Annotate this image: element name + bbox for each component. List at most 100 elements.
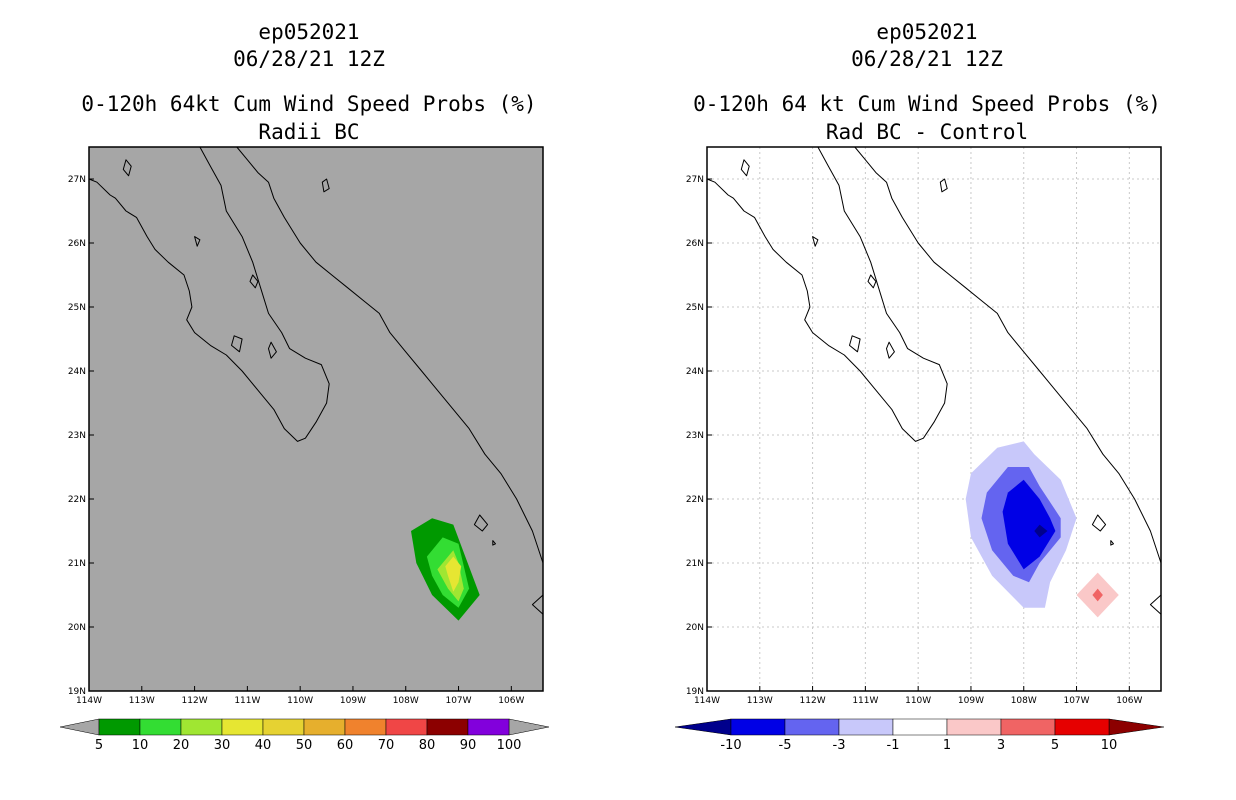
x-tick-label: 114W <box>76 696 102 706</box>
colorbar-label: 3 <box>997 738 1005 753</box>
contour-level--5 <box>1002 479 1056 570</box>
island-outline <box>473 514 489 532</box>
colorbar-swatch <box>180 718 223 736</box>
colorbar-label: -10 <box>720 738 741 753</box>
colorbar-swatch <box>784 718 840 736</box>
x-tick-label: 110W <box>905 696 931 706</box>
x-tick-label: 113W <box>129 696 155 706</box>
colorbar-label: 5 <box>1051 738 1059 753</box>
contour-level--10 <box>1034 524 1048 538</box>
coastline-segment <box>531 594 544 615</box>
colorbar-swatch <box>221 718 264 736</box>
storm-id: ep052021 <box>876 20 978 44</box>
contour-level-30 <box>445 556 462 592</box>
date-time: 06/28/21 12Z <box>851 47 1003 71</box>
island-outline <box>492 540 496 546</box>
colorbar-label: 70 <box>378 738 395 753</box>
colorbar-swatch <box>1000 718 1056 736</box>
colorbar-swatch <box>385 718 428 736</box>
y-tick-label: 25N <box>68 303 86 313</box>
y-tick-label: 24N <box>686 367 704 377</box>
colorbar-swatch <box>262 718 305 736</box>
plot-frame <box>88 146 544 692</box>
x-tick-label: 113W <box>747 696 773 706</box>
colorbar-label: 50 <box>296 738 313 753</box>
y-tick-label: 22N <box>686 495 704 505</box>
colorbar-label: 100 <box>497 738 522 753</box>
chart-title: 0-120h 64 kt Cum Wind Speed Probs (%) <box>693 92 1161 116</box>
colorbar-label: -3 <box>833 738 846 753</box>
x-tick-label: 107W <box>445 696 471 706</box>
island-outline <box>249 274 259 289</box>
colorbar: -10 -5 -3 -1 1 3 5 10 <box>674 718 1165 753</box>
x-tick-label: 108W <box>393 696 419 706</box>
coastline-segment <box>88 146 330 442</box>
colorbar-arrow-left <box>59 718 100 736</box>
coastline <box>706 146 1162 615</box>
colorbar-label: 30 <box>214 738 231 753</box>
right-chart: 114W 113W 112W 111W 110W 109W 108W 107W 106W 19N 2… <box>674 146 1165 753</box>
colorbar-label: 10 <box>1101 738 1118 753</box>
colorbar-label: 40 <box>255 738 272 753</box>
right-panel: ep052021 06/28/21 12Z 0-120h 64 kt Cum W… <box>618 0 1236 800</box>
island-outline <box>268 341 277 359</box>
colorbar-label: 90 <box>460 738 477 753</box>
colorbar-label: 5 <box>95 738 103 753</box>
chart-subtitle: Rad BC - Control <box>825 120 1029 144</box>
colorbar-label: 1 <box>943 738 951 753</box>
colorbar-swatch <box>946 718 1002 736</box>
island-outline <box>122 159 132 177</box>
colorbar-arrow-right <box>508 718 550 736</box>
y-tick-label: 19N <box>68 687 86 697</box>
x-tick-label: 106W <box>1116 696 1142 706</box>
plot-frame <box>706 146 1162 692</box>
coastline-segment <box>854 146 1162 564</box>
x-tick-label: 114W <box>694 696 720 706</box>
coastline-segment <box>236 146 544 564</box>
coastline <box>88 146 544 615</box>
x-tick-label: 111W <box>852 696 878 706</box>
x-tick-label: 112W <box>182 696 208 706</box>
colorbar-swatch <box>730 718 786 736</box>
y-tick-label: 27N <box>68 175 86 185</box>
y-tick-label: 20N <box>68 623 86 633</box>
y-tick-label: 23N <box>68 431 86 441</box>
island-outline <box>849 335 861 353</box>
colorbar-swatch <box>344 718 387 736</box>
y-tick-label: 24N <box>68 367 86 377</box>
colorbar-label: 10 <box>132 738 149 753</box>
colorbar-swatch <box>139 718 182 736</box>
colorbar-arrow-left <box>674 718 732 736</box>
island-outline <box>1091 514 1107 532</box>
x-tick-label: 110W <box>287 696 313 706</box>
colorbar: 5 10 20 30 40 50 60 70 80 90 100 <box>59 718 550 753</box>
colorbar-label: 80 <box>419 738 436 753</box>
colorbar-arrow-right <box>1108 718 1165 736</box>
island-outline <box>886 341 895 359</box>
y-tick-label: 20N <box>686 623 704 633</box>
island-outline <box>939 178 948 193</box>
island-outline <box>740 159 750 177</box>
y-tick-label: 27N <box>686 175 704 185</box>
left-chart: 114W 113W 112W 111W 110W 109W 108W 107W 106W 19N 2… <box>59 146 550 753</box>
x-tick-label: 111W <box>234 696 260 706</box>
contour-level-3 <box>1092 588 1103 602</box>
colorbar-label: 60 <box>337 738 354 753</box>
date-time: 06/28/21 12Z <box>233 47 385 71</box>
x-tick-label: 112W <box>800 696 826 706</box>
y-tick-label: 21N <box>686 559 704 569</box>
colorbar-swatch <box>1054 718 1110 736</box>
x-tick-label: 107W <box>1063 696 1089 706</box>
island-outline <box>231 335 243 353</box>
x-tick-label: 109W <box>958 696 984 706</box>
island-outline <box>1110 540 1114 546</box>
y-tick-label: 26N <box>68 239 86 249</box>
coastline-segment <box>1149 594 1162 615</box>
colorbar-swatch <box>303 718 346 736</box>
colorbar-swatch <box>467 718 510 736</box>
plot-background <box>89 147 543 691</box>
y-tick-label: 26N <box>686 239 704 249</box>
y-tick-label: 22N <box>68 495 86 505</box>
left-panel: ep052021 06/28/21 12Z 0-120h 64kt Cum Wi… <box>59 20 550 753</box>
colorbar-swatch <box>98 718 141 736</box>
